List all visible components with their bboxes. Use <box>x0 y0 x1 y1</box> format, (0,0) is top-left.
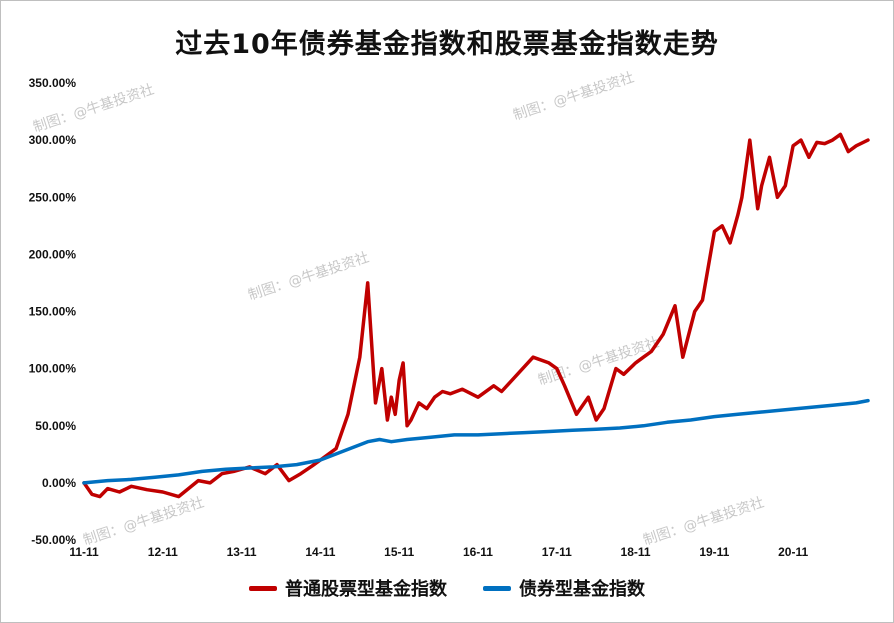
watermark: 制图：@牛基投资社 <box>81 494 206 549</box>
x-tick-label: 19-11 <box>699 545 729 559</box>
legend-item-bond: 债券型基金指数 <box>483 575 645 601</box>
series-line-stock-fund-index <box>82 132 870 499</box>
x-tick-label: 15-11 <box>384 545 414 559</box>
x-tick-label: 16-11 <box>463 545 493 559</box>
y-tick-label: 50.00% <box>35 419 76 433</box>
y-tick-label: -50.00% <box>31 533 76 547</box>
watermark: 制图：@牛基投资社 <box>246 249 371 304</box>
y-tick-label: 150.00% <box>29 305 77 319</box>
x-tick-label: 17-11 <box>542 545 572 559</box>
legend-label-stock: 普通股票型基金指数 <box>285 579 447 600</box>
y-tick-label: 200.00% <box>29 247 77 261</box>
y-tick-label: 0.00% <box>42 476 76 490</box>
x-tick-label: 18-11 <box>621 545 651 559</box>
x-tick-label: 14-11 <box>305 545 335 559</box>
x-tick-label: 12-11 <box>148 545 178 559</box>
series-line-bond-fund-index <box>82 398 870 485</box>
x-tick-label: 11-11 <box>69 545 99 559</box>
x-tick-label: 13-11 <box>227 545 257 559</box>
legend-swatch-stock <box>249 585 277 591</box>
legend-item-stock: 普通股票型基金指数 <box>249 575 447 601</box>
y-tick-label: 350.00% <box>29 76 77 90</box>
watermark: 制图：@牛基投资社 <box>536 334 661 389</box>
legend-swatch-bond <box>483 585 511 591</box>
chart-title: 过去10年债券基金指数和股票基金指数走势 <box>175 29 719 60</box>
watermark: 制图：@牛基投资社 <box>511 69 636 124</box>
watermark: 制图：@牛基投资社 <box>641 494 766 549</box>
legend: 普通股票型基金指数 债券型基金指数 <box>0 575 894 601</box>
x-tick-label: 20-11 <box>778 545 808 559</box>
legend-label-bond: 债券型基金指数 <box>519 579 645 600</box>
y-tick-label: 250.00% <box>29 190 77 204</box>
y-tick-label: 100.00% <box>29 362 77 376</box>
y-tick-label: 300.00% <box>29 133 77 147</box>
